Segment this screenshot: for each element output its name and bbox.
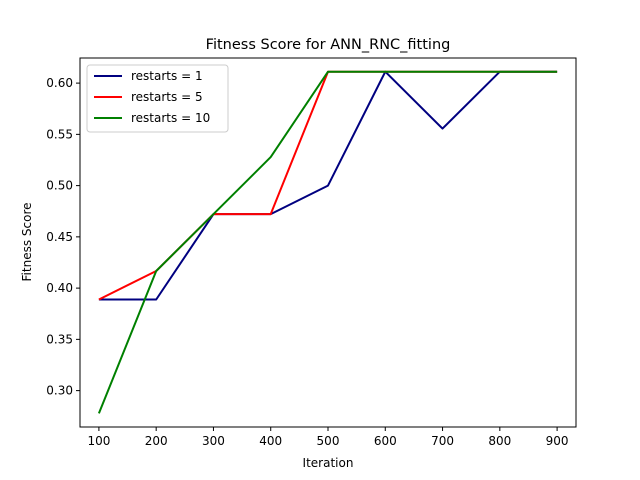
- plot-lines: [97, 70, 558, 414]
- x-tick-label: 400: [259, 434, 282, 448]
- legend-label-1: restarts = 1: [131, 69, 203, 83]
- x-axis-label: Iteration: [303, 456, 354, 470]
- y-tick-label: 0.55: [46, 127, 73, 141]
- y-axis: 0.30 0.35 0.40 0.45 0.50 0.55 0.60: [46, 76, 80, 398]
- y-tick-label: 0.60: [46, 76, 73, 90]
- x-tick-label: 600: [374, 434, 397, 448]
- y-tick-label: 0.30: [46, 384, 73, 398]
- x-tick-label: 100: [87, 434, 110, 448]
- x-tick-label: 700: [431, 434, 454, 448]
- series-line-3: [97, 70, 558, 414]
- x-axis: 100 200 300 400 500 600 700 800 900: [87, 427, 569, 448]
- y-axis-label: Fitness Score: [20, 203, 34, 282]
- y-tick-label: 0.35: [46, 332, 73, 346]
- legend-label-2: restarts = 5: [131, 90, 203, 104]
- x-tick-label: 500: [317, 434, 340, 448]
- y-tick-label: 0.40: [46, 281, 73, 295]
- y-tick-label: 0.50: [46, 179, 73, 193]
- y-tick-label: 0.45: [46, 230, 73, 244]
- x-tick-label: 800: [488, 434, 511, 448]
- chart-title: Fitness Score for ANN_RNC_fitting: [206, 37, 451, 53]
- x-tick-label: 300: [202, 434, 225, 448]
- x-tick-label: 200: [145, 434, 168, 448]
- legend-box: [86, 64, 229, 133]
- legend-label-3: restarts = 10: [131, 111, 210, 125]
- series-line-1: [98, 70, 558, 301]
- legend: restarts = 1 restarts = 5 restarts = 10: [86, 64, 229, 133]
- x-tick-label: 900: [546, 434, 569, 448]
